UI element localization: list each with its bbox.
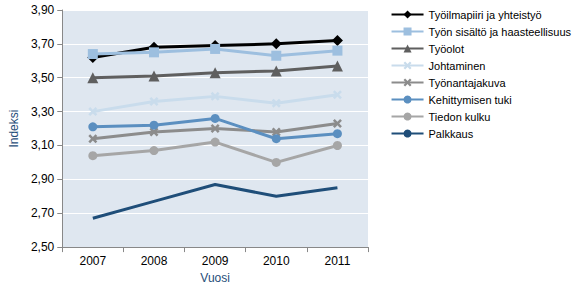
svg-text:2,70: 2,70 — [31, 206, 55, 220]
svg-text:2010: 2010 — [263, 254, 290, 268]
svg-text:3,50: 3,50 — [31, 71, 55, 85]
svg-text:3,70: 3,70 — [31, 37, 55, 51]
svg-text:2011: 2011 — [325, 254, 351, 268]
svg-text:Työolot: Työolot — [429, 43, 464, 55]
svg-text:Vuosi: Vuosi — [200, 271, 230, 285]
svg-text:Työn sisältö ja haasteellisuus: Työn sisältö ja haasteellisuus — [429, 26, 572, 38]
svg-text:Työnantajakuva: Työnantajakuva — [429, 77, 507, 89]
svg-text:2008: 2008 — [141, 254, 168, 268]
svg-text:3,90: 3,90 — [31, 3, 55, 17]
svg-text:Johtaminen: Johtaminen — [429, 60, 486, 72]
svg-text:Työilmapiiri ja yhteistyö: Työilmapiiri ja yhteistyö — [429, 9, 542, 21]
svg-text:3,30: 3,30 — [31, 105, 55, 119]
svg-text:2009: 2009 — [202, 254, 229, 268]
svg-text:2007: 2007 — [79, 254, 106, 268]
svg-text:2,90: 2,90 — [31, 172, 55, 186]
svg-text:Tiedon kulku: Tiedon kulku — [429, 111, 491, 123]
svg-text:3,10: 3,10 — [31, 138, 55, 152]
svg-text:Palkkaus: Palkkaus — [429, 128, 474, 140]
svg-text:2,50: 2,50 — [31, 240, 55, 254]
svg-text:Indeksi: Indeksi — [7, 110, 21, 148]
svg-text:Kehittymisen tuki: Kehittymisen tuki — [429, 94, 512, 106]
